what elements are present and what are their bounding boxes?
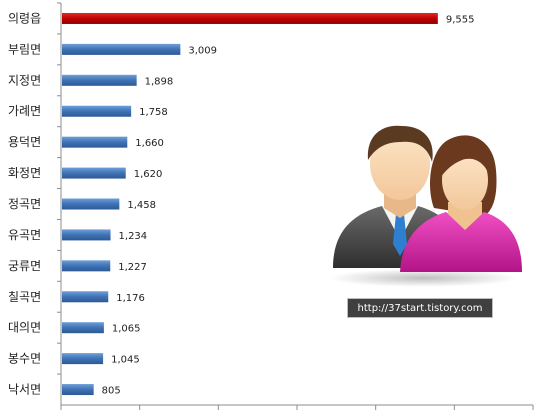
bar [62,260,111,272]
category-label: 용덕면 [8,135,41,149]
value-label: 3,009 [188,45,217,56]
value-label: 1,227 [118,262,147,273]
bar [62,291,109,303]
category-label: 봉수면 [8,352,41,366]
category-label: 가례면 [8,104,41,118]
bar [62,136,128,148]
category-label: 대의면 [8,321,41,335]
value-label: 1,898 [145,76,174,87]
category-label: 유곡면 [8,228,41,242]
value-label: 1,458 [127,200,156,211]
bar [62,322,104,334]
bar [62,229,111,241]
value-label: 9,555 [446,14,475,25]
bar [62,353,104,365]
bar [62,12,438,24]
bar [62,74,137,86]
value-label: 1,065 [112,324,141,335]
users-couple-icon [328,125,522,287]
category-label: 정곡면 [8,197,41,211]
category-label: 칠곡면 [8,290,41,304]
value-label: 1,045 [111,355,140,366]
value-label: 805 [102,386,121,397]
watermark-url: http://37start.tistory.com [347,298,493,318]
value-label: 1,620 [134,169,163,180]
category-label: 궁류면 [8,259,41,273]
category-label: 화정면 [8,166,41,180]
value-label: 1,758 [139,107,168,118]
bar [62,167,126,179]
category-label: 의령읍 [8,11,41,25]
bar [62,384,94,396]
category-label: 부림면 [8,42,41,56]
value-label: 1,234 [119,231,148,242]
bar [62,198,120,210]
category-label: 낙서면 [8,383,41,397]
plot-area: 의령읍 9,555 부림면 3,009 지정면 1,898 가례면 1,758 용덕면 1,660… [8,2,534,410]
bar [62,43,181,55]
value-label: 1,660 [135,138,164,149]
bar [62,105,132,117]
value-label: 1,176 [116,293,145,304]
category-label: 지정면 [8,73,41,87]
